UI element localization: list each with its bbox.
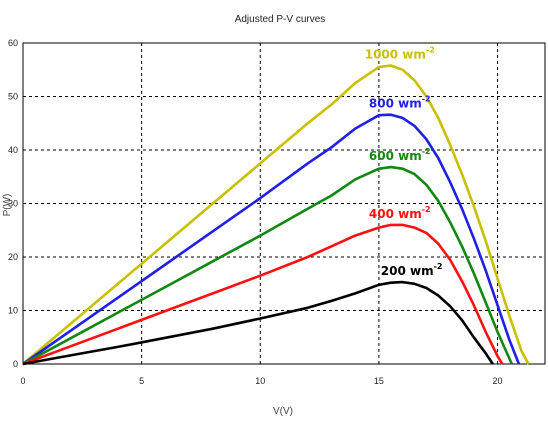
x-tick-label: 5 bbox=[139, 376, 144, 386]
y-tick-label: 60 bbox=[8, 38, 18, 48]
series-line bbox=[22, 223, 504, 366]
series-label: 400 wm-2 bbox=[369, 205, 431, 221]
x-axis-label: V(V) bbox=[273, 406, 293, 417]
series-group bbox=[22, 64, 530, 366]
grid bbox=[23, 43, 545, 364]
series-line bbox=[22, 113, 521, 366]
x-tick-label: 0 bbox=[20, 376, 25, 386]
series-label: 800 wm-2 bbox=[369, 95, 431, 111]
series-labels: 1000 wm-2 800 wm-2 600 wm-2 400 wm-2 200 wm-… bbox=[365, 45, 443, 278]
y-tick-label: 10 bbox=[8, 306, 18, 316]
y-tick-label: 50 bbox=[8, 92, 18, 102]
chart-title: Adjusted P-V curves bbox=[235, 14, 326, 25]
y-tick-label: 40 bbox=[8, 145, 18, 155]
series-line bbox=[22, 165, 513, 366]
x-tick-label: 10 bbox=[255, 376, 265, 386]
y-tick-label: 30 bbox=[8, 199, 18, 209]
x-tick-label: 20 bbox=[493, 376, 503, 386]
series-line bbox=[22, 280, 494, 366]
plot-area bbox=[22, 42, 546, 365]
y-tick-label: 20 bbox=[8, 252, 18, 262]
x-tick-label: 15 bbox=[374, 376, 384, 386]
axis-ticks: 0 5 10 15 20 0 10 20 30 40 50 60 bbox=[8, 38, 503, 386]
series-label: 1000 wm-2 bbox=[365, 45, 435, 61]
y-tick-label: 0 bbox=[13, 359, 18, 369]
series-line bbox=[22, 64, 530, 365]
y-axis-label: P(W) bbox=[2, 194, 13, 217]
series-label: 600 wm-2 bbox=[369, 147, 431, 163]
series-label: 200 wm-2 bbox=[381, 262, 443, 278]
